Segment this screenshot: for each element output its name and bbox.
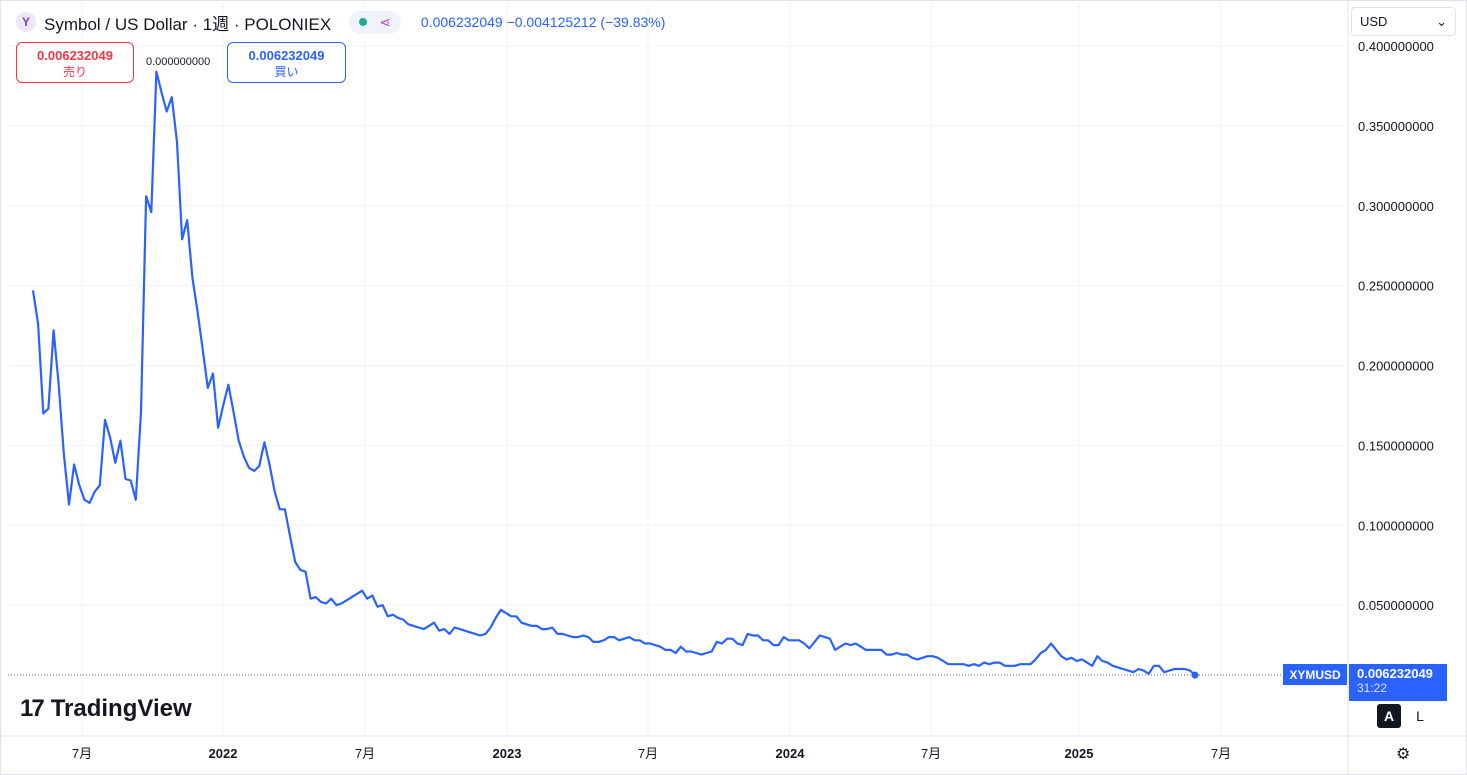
last-price-dot (1191, 671, 1199, 679)
buy-price: 0.006232049 (248, 48, 325, 63)
x-tick-label: 7月 (1211, 746, 1231, 761)
symbol-header: Y Symbol / US Dollar · 1週 · POLONIEX ⋖ 0… (16, 8, 665, 36)
symbol-price-tag: XYMUSD (1283, 664, 1347, 685)
x-tick-label: 7月 (355, 746, 375, 761)
x-tick-label: 2023 (493, 746, 522, 761)
x-tick-label: 7月 (638, 746, 658, 761)
last-price-value: 0.006232049 (1357, 666, 1433, 681)
y-tick-label: 0.350000000 (1358, 119, 1434, 134)
x-tick-label: 2022 (209, 746, 238, 761)
quote-change: −0.004125212 (506, 14, 597, 30)
status-pill[interactable]: ⋖ (349, 10, 401, 34)
y-tick-label: 0.100000000 (1358, 518, 1434, 533)
sell-price: 0.006232049 (37, 48, 113, 63)
share-icon[interactable]: ⋖ (379, 13, 391, 30)
last-price-tag: 0.006232049 31:22 (1349, 664, 1447, 701)
x-tick-label: 2025 (1065, 746, 1094, 761)
currency-select[interactable]: USD ⌄ (1351, 7, 1456, 36)
sell-label: 売り (62, 65, 87, 79)
symbol-logo-icon: Y (16, 12, 36, 32)
y-tick-label: 0.250000000 (1358, 279, 1434, 294)
y-tick-label: 0.300000000 (1358, 199, 1434, 214)
log-scale-button[interactable]: L (1416, 708, 1424, 724)
tradingview-logo-icon: 17 (20, 695, 45, 722)
spread-value: 0.000000000 (146, 56, 211, 68)
x-tick-label: 7月 (921, 746, 941, 761)
quote-price: 0.006232049 (420, 14, 503, 30)
x-tick-label: 2024 (776, 746, 806, 761)
quote-change-pct: (−39.83%) (600, 14, 666, 30)
sell-button[interactable]: 0.006232049 売り (16, 42, 134, 83)
ohlc-quote: 0.006232049 −0.004125212 (−39.83%) (421, 14, 665, 30)
y-tick-label: 0.150000000 (1358, 438, 1434, 453)
auto-scale-button[interactable]: A (1377, 704, 1401, 728)
y-tick-label: 0.200000000 (1358, 359, 1434, 374)
y-tick-label: 0.050000000 (1358, 598, 1434, 613)
price-line (31, 70, 1196, 676)
bar-countdown: 31:22 (1357, 681, 1388, 695)
buy-button[interactable]: 0.006232049 買い (227, 42, 346, 83)
tradingview-text: TradingView (50, 695, 192, 722)
buy-label: 買い (274, 65, 299, 79)
symbol-title[interactable]: Symbol / US Dollar · 1週 · POLONIEX (44, 14, 332, 34)
x-tick-label: 7月 (72, 746, 92, 761)
tradingview-watermark[interactable]: 17 TradingView (20, 695, 192, 723)
chevron-down-icon: ⌄ (1436, 13, 1447, 29)
currency-value: USD (1360, 14, 1388, 29)
market-open-dot-icon (359, 18, 368, 26)
y-tick-label: 0.400000000 (1358, 39, 1434, 54)
settings-gear-icon[interactable]: ⚙ (1396, 746, 1411, 763)
